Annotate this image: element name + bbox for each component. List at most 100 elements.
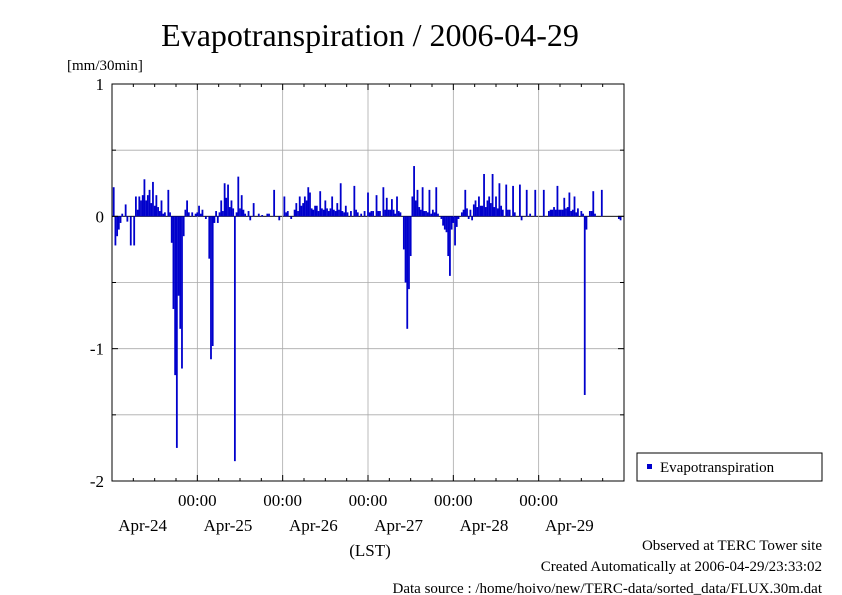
bar <box>134 196 137 217</box>
bar <box>261 215 264 217</box>
x-tick-label-time: 00:00 <box>519 491 558 510</box>
chart-title: Evapotranspiration / 2006-04-29 <box>161 17 579 53</box>
bar <box>273 189 276 217</box>
bar <box>302 203 305 217</box>
bar <box>396 196 398 217</box>
bar <box>174 216 177 376</box>
bar <box>220 200 223 217</box>
bar <box>160 200 163 217</box>
bar <box>170 216 173 243</box>
bar <box>447 216 450 257</box>
bar <box>307 187 310 217</box>
bar <box>454 216 456 246</box>
bar <box>213 216 216 223</box>
bar <box>573 196 576 217</box>
bar <box>228 207 231 217</box>
bar <box>157 207 159 217</box>
bar <box>198 205 200 217</box>
bar <box>216 216 219 223</box>
bar <box>474 200 477 217</box>
x-tick-label-time: 00:00 <box>349 491 388 510</box>
bar <box>507 209 509 217</box>
bar <box>339 183 342 217</box>
bar <box>172 216 175 309</box>
bar <box>227 184 229 217</box>
bar <box>223 183 226 217</box>
bar <box>117 216 120 230</box>
x-axis: 00:00 00:00 00:00 00:00 00:00 Apr-24 Apr-25 Apr… <box>118 84 604 535</box>
y-tick-label: 0 <box>96 207 105 226</box>
bar <box>426 212 429 217</box>
bar <box>179 216 182 329</box>
bar <box>143 179 146 217</box>
bar <box>312 209 315 217</box>
bar <box>575 212 578 217</box>
bar <box>389 209 392 217</box>
bar <box>563 197 566 217</box>
bar <box>411 196 414 217</box>
x-tick-label-date: Apr-28 <box>460 516 509 535</box>
bar <box>360 213 363 217</box>
bar <box>385 197 388 217</box>
bar <box>387 209 390 217</box>
x-tick-label-date: Apr-26 <box>289 516 338 535</box>
y-tick-label: -1 <box>90 340 104 359</box>
bar <box>145 200 148 217</box>
bar <box>423 211 426 217</box>
bar <box>462 209 465 217</box>
bar <box>237 176 240 217</box>
bar <box>565 208 567 217</box>
bar <box>186 200 188 217</box>
bar <box>445 216 448 233</box>
bar <box>513 212 516 217</box>
bar <box>619 216 622 221</box>
bar <box>112 187 115 217</box>
bar <box>218 212 221 217</box>
bar <box>300 205 303 217</box>
bar <box>184 209 187 217</box>
bar <box>455 216 458 227</box>
y-tick-label: -2 <box>90 472 104 491</box>
bar <box>242 209 245 217</box>
x-tick-label-date: Apr-27 <box>374 516 423 535</box>
bar <box>199 213 202 217</box>
bar <box>297 211 299 217</box>
bar <box>479 205 482 217</box>
bar <box>336 203 339 217</box>
bar <box>428 189 431 217</box>
bar <box>431 209 434 217</box>
bar <box>594 213 596 217</box>
x-tick-label-time: 00:00 <box>178 491 217 510</box>
bar <box>367 192 369 217</box>
bar <box>548 211 550 217</box>
bar <box>375 195 378 217</box>
bar <box>222 211 224 217</box>
bar <box>549 209 552 217</box>
bar <box>141 195 144 217</box>
bar <box>204 216 207 219</box>
bar <box>140 200 142 217</box>
bar <box>420 209 422 217</box>
bar <box>495 196 497 217</box>
bar <box>232 208 235 217</box>
bar <box>309 192 311 217</box>
bar <box>542 189 545 217</box>
bar <box>285 212 287 217</box>
bar <box>472 204 475 217</box>
bar <box>484 207 487 217</box>
bar <box>496 208 499 217</box>
bar <box>305 200 308 217</box>
bar <box>471 216 474 221</box>
bar <box>568 192 571 217</box>
bar <box>346 212 349 217</box>
bar <box>450 216 453 230</box>
bar <box>152 181 154 217</box>
bar <box>126 216 129 222</box>
bar <box>293 209 296 217</box>
bar <box>230 200 233 217</box>
y-tick-label: 1 <box>96 75 105 94</box>
bar <box>208 216 211 259</box>
bar <box>146 195 149 217</box>
x-tick-label-date: Apr-24 <box>118 516 167 535</box>
bar <box>153 205 156 217</box>
